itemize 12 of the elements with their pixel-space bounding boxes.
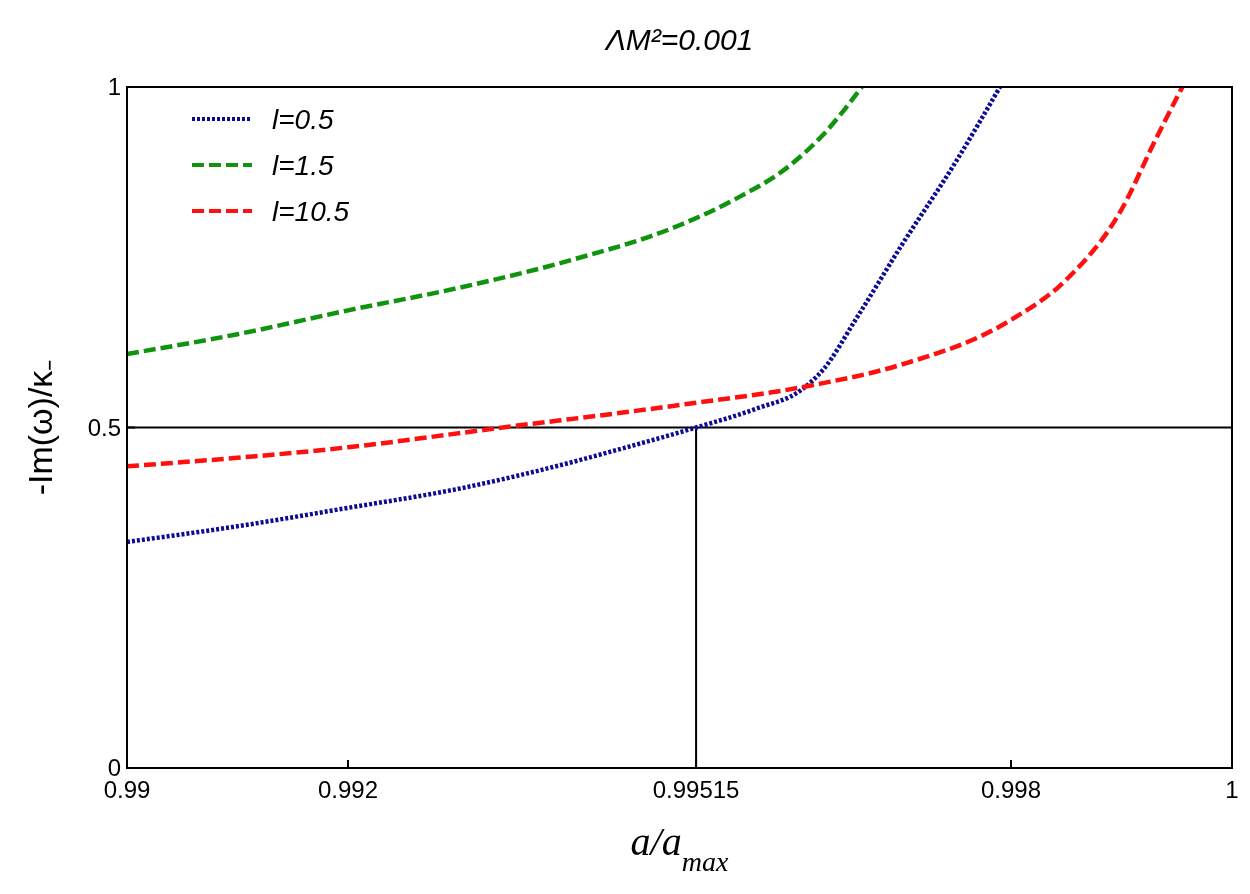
legend-label: l=0.5 [272,104,334,135]
y-tick-label: 1 [107,73,121,100]
x-tick-label: 0.998 [980,776,1042,803]
y-tick-label: 0.5 [87,413,121,441]
chart-title: ΛM²=0.001 [603,23,754,56]
legend-label: l=10.5 [272,196,350,227]
y-axis-title: -Im(ω)/κ₋ [21,359,59,496]
x-axis-title: a/a$_{max}$ [630,819,729,877]
legend-label: l=1.5 [272,150,334,181]
x-tick-label: 1 [1225,776,1239,803]
x-tick-label: 0.992 [317,776,379,803]
x-tick-label: 0.99515 [652,776,740,803]
